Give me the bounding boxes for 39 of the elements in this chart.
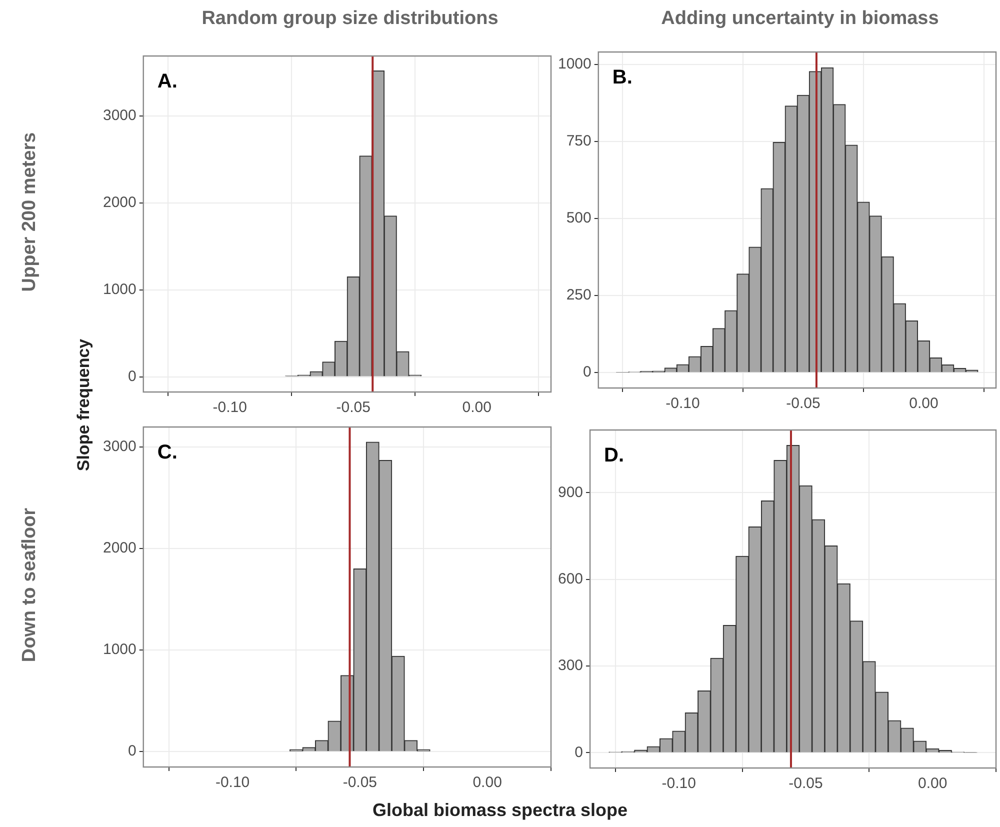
x-tick-label: -0.05 [336,399,370,416]
y-tick-label: 2000 [102,540,136,557]
x-tick-label: -0.10 [666,395,700,412]
x-tick-label: 0.00 [909,395,938,412]
y-tick-label: 300 [558,657,584,674]
y-tick-label: 0 [128,368,136,385]
y-axis-title: Upper 200 meters [19,132,41,292]
y-tick-label: 0 [128,742,136,760]
y-tick-label: 3000 [102,107,136,124]
y-tick-label: 1000 [102,280,136,298]
annotation: D. [604,444,624,467]
x-tick-label: -0.10 [212,399,247,416]
y-tick-label: 1000 [558,55,592,72]
x-tick-label: -0.05 [342,774,378,792]
x-tick-label: 0.00 [462,399,492,416]
chart-title: Random group size distributions [200,8,500,30]
x-axis-title: Global biomass spectra slope [372,800,628,821]
y-tick-label: 900 [558,484,584,501]
y-tick-label: 0 [583,364,592,381]
y-tick-label: 2000 [102,194,136,212]
y-tick-label: 1000 [102,641,136,658]
chart-title: Adding uncertainty in biomass [660,8,940,30]
x-tick-label: -0.10 [662,775,696,792]
y-tick-label: 500 [566,210,592,227]
y-tick-label: 3000 [102,438,136,456]
annotation: B. [612,66,632,89]
text: Slope frequency [74,338,94,472]
y-tick-label: 250 [566,286,592,304]
annotation: C. [157,442,178,464]
annotation: A. [157,70,178,93]
x-tick-label: 0.00 [918,775,948,792]
x-tick-label: 0.00 [472,774,502,792]
y-tick-label: 750 [566,132,592,150]
y-tick-label: 0 [574,744,584,761]
x-tick-label: -0.05 [786,395,820,412]
y-tick-label: 600 [558,570,584,588]
x-tick-label: -0.10 [215,774,250,792]
x-tick-label: -0.05 [788,775,823,792]
y-axis-title: Down to seafloor [19,508,41,662]
